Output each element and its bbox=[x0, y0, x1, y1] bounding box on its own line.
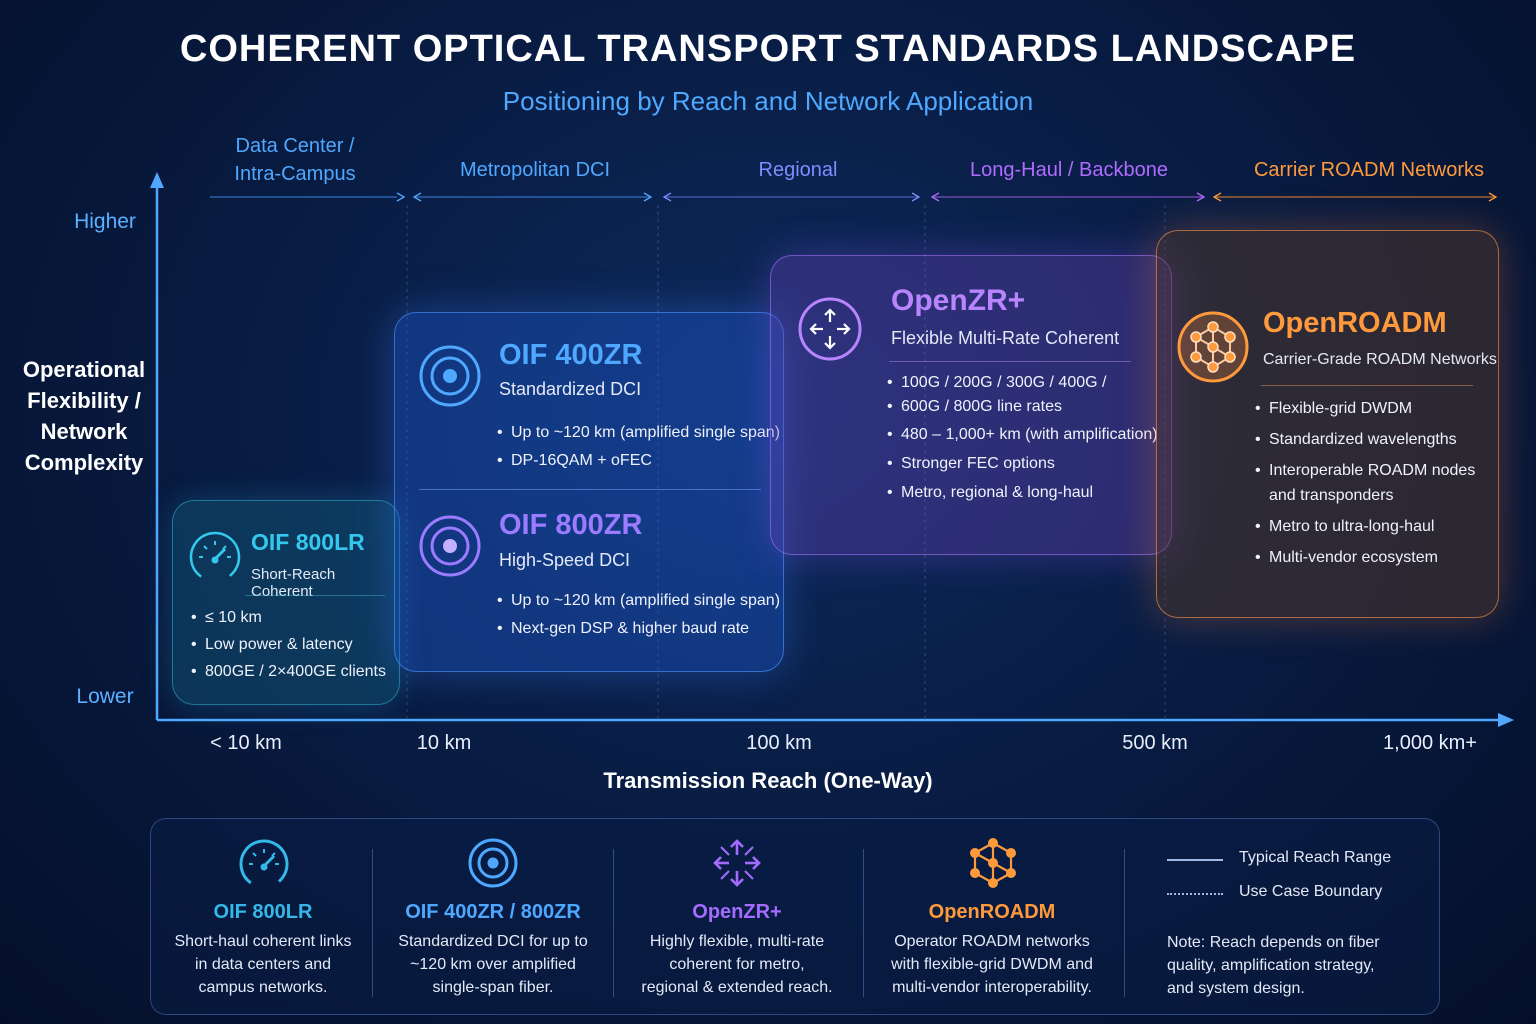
legend-title: OpenZR+ bbox=[692, 901, 782, 923]
card-oif-zr[interactable]: OIF 400ZR Standardized DCI Up to ~120 km… bbox=[394, 312, 784, 672]
target-icon bbox=[419, 345, 481, 407]
card-bullets: 100G / 200G / 300G / 400G / 600G / 800G … bbox=[887, 371, 1158, 505]
legend-desc: Operator ROADM networks with flexible-gr… bbox=[891, 933, 1093, 996]
legend-note: Note: Reach depends on fiber quality, am… bbox=[1167, 934, 1380, 997]
legend-title: OpenROADM bbox=[928, 901, 1056, 923]
x-tick-lt10: < 10 km bbox=[210, 732, 282, 754]
page-title: COHERENT OPTICAL TRANSPORT STANDARDS LAN… bbox=[179, 28, 1357, 70]
card-subtitle: Carrier-Grade ROADM Networks bbox=[1263, 351, 1497, 368]
network-icon bbox=[1177, 311, 1249, 383]
target-icon bbox=[468, 838, 518, 888]
zone-label-regional: Regional bbox=[758, 159, 838, 181]
card-title: OIF 800LR bbox=[251, 529, 365, 555]
zone-label-roadm: Carrier ROADM Networks bbox=[1253, 159, 1485, 181]
legend-item-800lr: OIF 800LR Short-haul coherent links in d… bbox=[163, 819, 363, 1016]
card-title-800zr: OIF 800ZR bbox=[499, 509, 643, 541]
target-icon bbox=[419, 515, 481, 577]
legend-item-openroadm: OpenROADM Operator ROADM networks with f… bbox=[873, 819, 1111, 1016]
y-axis-title: Operational Flexibility / Network Comple… bbox=[22, 357, 146, 475]
card-subtitle-800zr: High-Speed DCI bbox=[499, 550, 631, 570]
x-tick-10: 10 km bbox=[416, 732, 472, 754]
legend-title: OIF 400ZR / 800ZR bbox=[405, 901, 581, 923]
y-axis-high-label: Higher bbox=[74, 210, 136, 233]
card-divider bbox=[419, 489, 761, 490]
x-tick-500: 500 km bbox=[1122, 732, 1188, 754]
legend-item-openzr: OpenZR+ Highly flexible, multi-rate cohe… bbox=[623, 819, 851, 1016]
card-title: OpenZR+ bbox=[891, 284, 1026, 317]
legend-key: Typical Reach Range Use Case Boundary No… bbox=[1167, 849, 1427, 1000]
card-bullets-400zr: Up to ~120 km (amplified single span) DP… bbox=[497, 419, 780, 475]
legend-item-zr: OIF 400ZR / 800ZR Standardized DCI for u… bbox=[383, 819, 603, 1016]
card-bullets: ≤ 10 km Low power & latency 800GE / 2×40… bbox=[191, 604, 386, 685]
x-tick-1000: 1,000 km+ bbox=[1383, 732, 1477, 754]
zone-label-metro: Metropolitan DCI bbox=[459, 159, 611, 181]
x-axis-title: Transmission Reach (One-Way) bbox=[603, 768, 933, 793]
zone-label-longhaul: Long-Haul / Backbone bbox=[970, 159, 1168, 181]
card-title: OpenROADM bbox=[1263, 307, 1447, 339]
legend-desc: Highly flexible, multi-rate coherent for… bbox=[641, 933, 833, 996]
zone-range-arrows bbox=[210, 192, 1498, 202]
legend-desc: Standardized DCI for up to ~120 km over … bbox=[398, 933, 588, 996]
card-subtitle: Flexible Multi-Rate Coherent bbox=[891, 328, 1120, 348]
legend-panel: OIF 800LR Short-haul coherent links in d… bbox=[150, 818, 1440, 1015]
legend-key-typical: Typical Reach Range bbox=[1167, 849, 1427, 875]
x-tick-100: 100 km bbox=[746, 732, 812, 754]
card-bullets: Flexible-grid DWDM Standardized waveleng… bbox=[1255, 396, 1475, 570]
card-openroadm[interactable]: OpenROADM Carrier-Grade ROADM Networks F… bbox=[1156, 230, 1499, 618]
gauge-icon bbox=[189, 531, 241, 583]
gauge-icon bbox=[239, 839, 289, 889]
card-subtitle-400zr: Standardized DCI bbox=[499, 379, 642, 399]
zone-label-datacenter: Data Center / Intra-Campus bbox=[234, 135, 356, 185]
legend-key-boundary: Use Case Boundary bbox=[1167, 883, 1427, 909]
card-title-400zr: OIF 400ZR bbox=[499, 339, 643, 371]
page-subtitle: Positioning by Reach and Network Applica… bbox=[502, 86, 1034, 116]
card-oif-800lr[interactable]: OIF 800LR Short-Reach Coherent ≤ 10 km L… bbox=[172, 500, 400, 705]
arrows-icon bbox=[798, 297, 862, 361]
network-icon bbox=[970, 838, 1016, 888]
arrows-icon bbox=[713, 839, 761, 887]
legend-title: OIF 800LR bbox=[213, 901, 313, 923]
y-axis-low-label: Lower bbox=[76, 685, 134, 708]
card-subtitle: Short-Reach Coherent bbox=[251, 566, 336, 600]
card-bullets-800zr: Up to ~120 km (amplified single span) Ne… bbox=[497, 587, 780, 643]
card-openzr-plus[interactable]: OpenZR+ Flexible Multi-Rate Coherent 100… bbox=[770, 255, 1172, 555]
legend-desc: Short-haul coherent links in data center… bbox=[174, 933, 352, 996]
